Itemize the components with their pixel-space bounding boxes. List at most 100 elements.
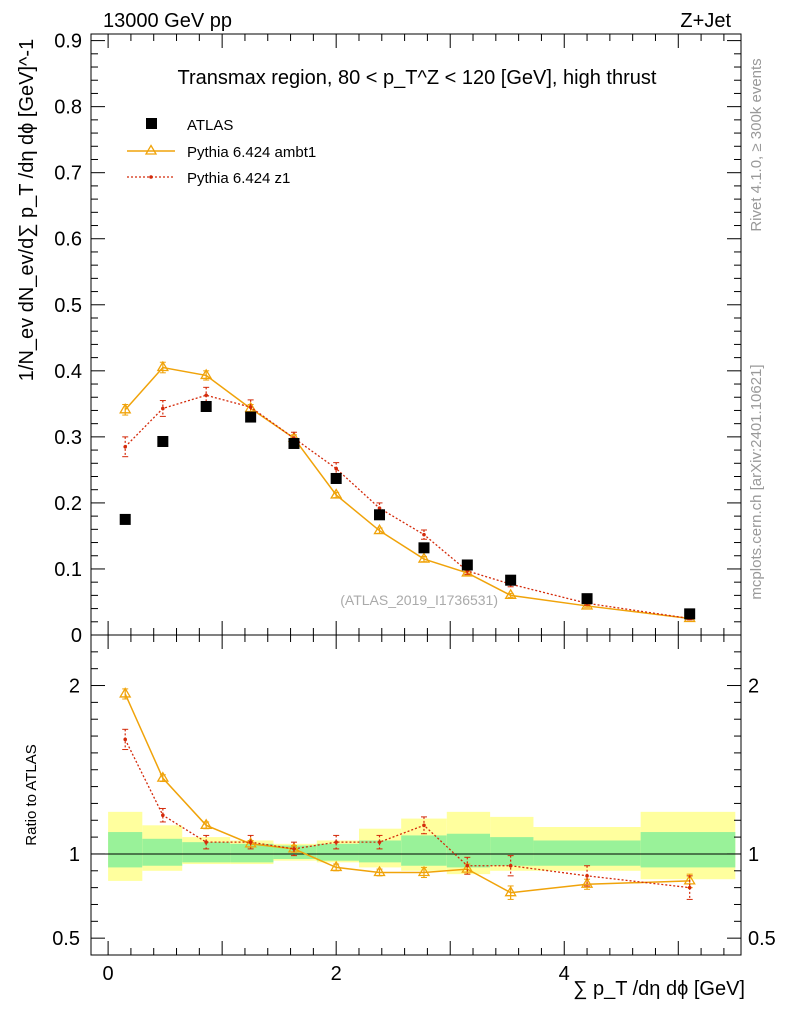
ambt1-point [580,599,594,610]
atlas-point [581,593,593,605]
ratio-ambt1-point [156,771,169,782]
ratio-z1-point [292,847,296,851]
ratio-band-inner [142,838,183,866]
legend-marker-atlas [146,118,157,129]
ratio-plot-layer [119,687,696,900]
rivet-label: Rivet 4.1.0, ≥ 300k events [748,58,765,231]
z1-line [124,394,690,620]
ratio-z1-point [204,840,208,844]
ratio-z1-point [687,885,692,890]
y-axis-label-ratio: Ratio to ATLAS [23,744,40,845]
ambt1-point [200,368,213,380]
ratio-ambt1-point [373,865,386,877]
ambt1-point [330,488,343,499]
ratio-z1-point [123,737,128,742]
ratio-ambt1-point [119,687,132,698]
ratio-band-inner [640,832,736,868]
atlas-point [418,542,430,554]
y-tick-label-main: 0.2 [54,493,82,515]
ambt1-point [417,552,431,563]
ratio-z1-line [124,739,690,889]
z1-point [248,405,253,409]
z1-point [123,444,128,449]
ratio-ambt1-point [330,860,343,872]
ambt1-point [156,360,169,372]
legend-label-ambt1: Pythia 6.424 ambt1 [187,144,316,161]
atlas-point [119,513,131,525]
y-tick-label-ratio-right: 2 [748,676,759,698]
x-tick-label: 0 [103,963,114,985]
ratio-band-inner [182,842,231,863]
z1-point [334,466,338,471]
atlas-point [684,608,696,620]
y-tick-label-main: 0.3 [54,427,82,449]
ambt1-point [461,566,474,577]
ambt1-point [373,523,386,535]
atlas-point [374,509,386,521]
atlas-point [288,437,300,449]
ratio-ambt1-point [504,885,517,897]
atlas-point [330,472,342,484]
y-tick-label-main: 0 [71,625,82,647]
ratio-ambt1-point [580,877,594,888]
ratio-ambt1-point [200,818,213,829]
z1-point [422,532,426,537]
ratio-band-inner [490,837,534,866]
atlas-point [461,559,473,571]
legend-label-atlas: ATLAS [187,117,233,134]
main-plot-layer [119,360,696,623]
y-tick-label-ratio-right: 1 [748,844,759,866]
x-tick-label: 2 [331,963,342,985]
ratio-z1-point [377,840,382,844]
legend-label-z1: Pythia 6.424 z1 [187,170,290,187]
ratio-z1-point [248,840,253,844]
ratio-panel-frame [90,634,742,956]
ratio-z1-point [334,840,338,844]
plot-title: Transmax region, 80 < p_T^Z < 120 [GeV],… [178,67,657,89]
y-tick-label-main: 0.6 [54,229,82,251]
legend-marker-z1 [149,175,153,179]
ratio-z1-point [508,863,513,868]
ratio-band-inner [316,843,359,861]
z1-point [161,406,165,411]
ambt1-point [119,403,132,414]
ratio-band-inner [358,840,402,863]
y-tick-label-main: 0.5 [54,295,82,317]
ratio-band-inner [446,833,491,868]
y-tick-label-main: 0.9 [54,31,82,53]
y-axis-label-main: 1/N_ev dN_ev/d∑ p_T /dη dϕ [GeV]^-1 [16,39,38,381]
legend: ATLAS Pythia 6.424 ambt1 Pythia 6.424 z1 [127,117,316,187]
process-label: Z+Jet [680,10,731,32]
ratio-ambt1-line [124,693,690,894]
y-tick-label-main: 0.8 [54,97,82,119]
axes: 0 2 4 0 0.1 0.2 0.3 0.4 0.5 0.6 0.7 0.8 0.9 0.5 0.5 1 1 2… [52,31,776,985]
z1-point [377,506,382,510]
ambt1-point [504,588,517,600]
x-axis-label: ∑ p_T /dη dϕ [GeV] [573,978,745,1000]
x-tick-label: 4 [559,963,570,985]
y-tick-label-main: 0.7 [54,163,82,185]
ratio-z1-point [465,863,470,868]
y-tick-label-ratio: 0.5 [52,928,80,950]
y-tick-label-ratio: 1 [69,844,80,866]
ratio-band-inner [533,840,641,866]
z1-point [204,393,208,398]
ratio-uncertainty-bands [108,811,736,881]
ratio-z1-point [585,874,589,878]
atlas-point [505,574,517,586]
energy-label: 13000 GeV pp [103,10,232,32]
y-tick-label-main: 0.4 [54,361,82,383]
atlas-point [245,411,257,423]
legend-marker-ambt1 [144,144,158,155]
ratio-z1-point [161,813,165,818]
atlas-point [157,435,169,447]
ratio-band-inner [108,832,143,868]
y-tick-label-main: 0.1 [54,559,82,581]
ambt1-line [124,366,690,620]
analysis-id: (ATLAS_2019_I1736531) [340,592,498,608]
y-tick-label-ratio: 2 [69,676,80,698]
mcplots-label: mcplots.cern.ch [arXiv:2401.10621] [748,364,765,599]
y-tick-label-ratio-right: 0.5 [748,928,776,950]
ratio-band-inner [401,835,447,866]
